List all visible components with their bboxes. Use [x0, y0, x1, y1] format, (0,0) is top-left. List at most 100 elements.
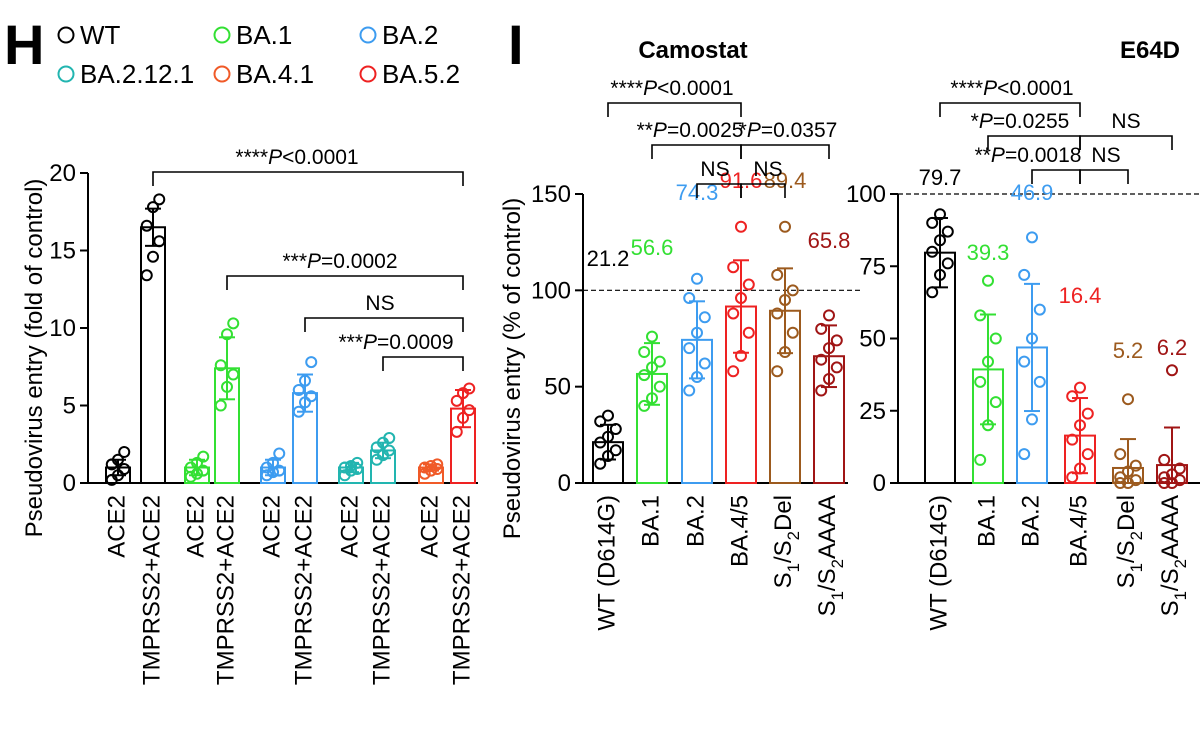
legend-label-ba.5.2: BA.5.2 — [382, 59, 460, 89]
data-point — [698, 311, 711, 324]
data-point — [267, 456, 279, 469]
value-label: 39.3 — [967, 240, 1010, 265]
significance-bracket — [382, 356, 464, 371]
y-tick-label: 75 — [859, 253, 886, 280]
significance-bracket — [740, 144, 830, 159]
category-label: BA.2 — [1017, 495, 1044, 547]
data-point — [351, 463, 364, 476]
y-tick-label: 15 — [49, 238, 76, 265]
data-point — [926, 245, 939, 258]
data-point — [227, 317, 240, 330]
data-point — [450, 394, 463, 407]
category-label: ACE2 — [336, 495, 363, 558]
data-point — [653, 380, 666, 393]
data-point — [463, 382, 476, 395]
value-label: 21.2 — [587, 246, 630, 271]
category-label: TMPRSS2+ACE2 — [448, 495, 475, 685]
data-point — [118, 463, 131, 476]
data-point — [1074, 419, 1086, 432]
data-point — [214, 399, 227, 412]
category-label: S1/S2Del — [1113, 495, 1146, 588]
data-point — [779, 220, 791, 233]
significance-bracket — [226, 275, 464, 290]
data-point — [602, 409, 614, 422]
data-point — [345, 464, 357, 477]
data-point — [594, 415, 607, 428]
significance-label: ****P<0.0001 — [235, 146, 358, 169]
data-point — [1129, 459, 1142, 472]
data-point — [140, 269, 153, 282]
data-point — [727, 307, 740, 320]
data-point — [1066, 471, 1079, 484]
data-point — [463, 404, 476, 417]
data-point — [594, 457, 607, 470]
data-point — [982, 355, 994, 368]
y-tick-label: 100 — [531, 277, 571, 304]
significance-bracket — [607, 102, 742, 117]
legend-marker — [213, 26, 231, 44]
data-point — [305, 356, 318, 369]
category-label: S1/S2Del — [770, 495, 803, 588]
significance-bracket — [740, 183, 786, 198]
y-tick-label: 50 — [544, 374, 571, 401]
data-point — [1026, 413, 1038, 426]
data-point — [1074, 381, 1086, 394]
data-point — [815, 353, 828, 366]
data-point — [383, 432, 396, 445]
data-point — [815, 384, 828, 397]
data-point — [646, 392, 658, 405]
data-point — [197, 450, 210, 463]
data-point — [338, 461, 351, 474]
category-label: BA.4/5 — [1065, 495, 1092, 567]
data-point — [691, 326, 703, 339]
data-point — [934, 234, 946, 247]
data-point — [1158, 471, 1171, 484]
significance-bracket — [651, 144, 742, 159]
data-point — [698, 357, 711, 370]
data-point — [823, 309, 835, 322]
data-point — [1081, 448, 1094, 461]
y-tick-label: 0 — [63, 470, 76, 497]
data-point — [742, 326, 755, 339]
category-label: WT (D614G) — [925, 495, 952, 631]
data-point — [1122, 477, 1134, 489]
significance-bracket — [939, 102, 1081, 117]
significance-label: **P=0.0025 — [637, 119, 744, 142]
significance-label: **P=0.0018 — [975, 144, 1082, 167]
legend-label-ba.4.1: BA.4.1 — [236, 59, 314, 89]
data-point — [735, 349, 747, 362]
chart-title: Camostat — [638, 37, 747, 64]
data-point — [771, 365, 784, 378]
data-point — [691, 371, 703, 384]
category-label: BA.2 — [682, 495, 709, 547]
data-point — [345, 459, 357, 472]
value-label: 6.2 — [1157, 335, 1188, 360]
data-point — [735, 220, 747, 233]
data-point — [974, 453, 987, 466]
category-label: TMPRSS2+ACE2 — [212, 495, 239, 685]
data-point — [112, 453, 124, 466]
value-label: 46.9 — [1011, 180, 1054, 205]
data-point — [934, 208, 946, 221]
significance-bracket — [304, 317, 464, 332]
y-tick-label: 150 — [531, 181, 571, 208]
data-point — [786, 326, 799, 339]
significance-label: NS — [1091, 144, 1120, 167]
data-point — [1166, 477, 1178, 489]
category-label: WT (D614G) — [593, 495, 620, 631]
significance-label: ****P<0.0001 — [950, 77, 1073, 100]
data-point — [638, 369, 651, 382]
value-label: 16.4 — [1059, 283, 1102, 308]
data-point — [1081, 407, 1094, 420]
legend-label-ba.2: BA.2 — [382, 20, 438, 50]
data-point — [425, 464, 437, 477]
data-point — [221, 380, 233, 393]
data-point — [273, 447, 286, 460]
data-point — [118, 446, 131, 458]
data-point — [982, 419, 994, 432]
data-point — [147, 250, 159, 263]
data-point — [609, 423, 622, 436]
significance-bracket — [1079, 169, 1129, 184]
data-point — [683, 292, 696, 305]
